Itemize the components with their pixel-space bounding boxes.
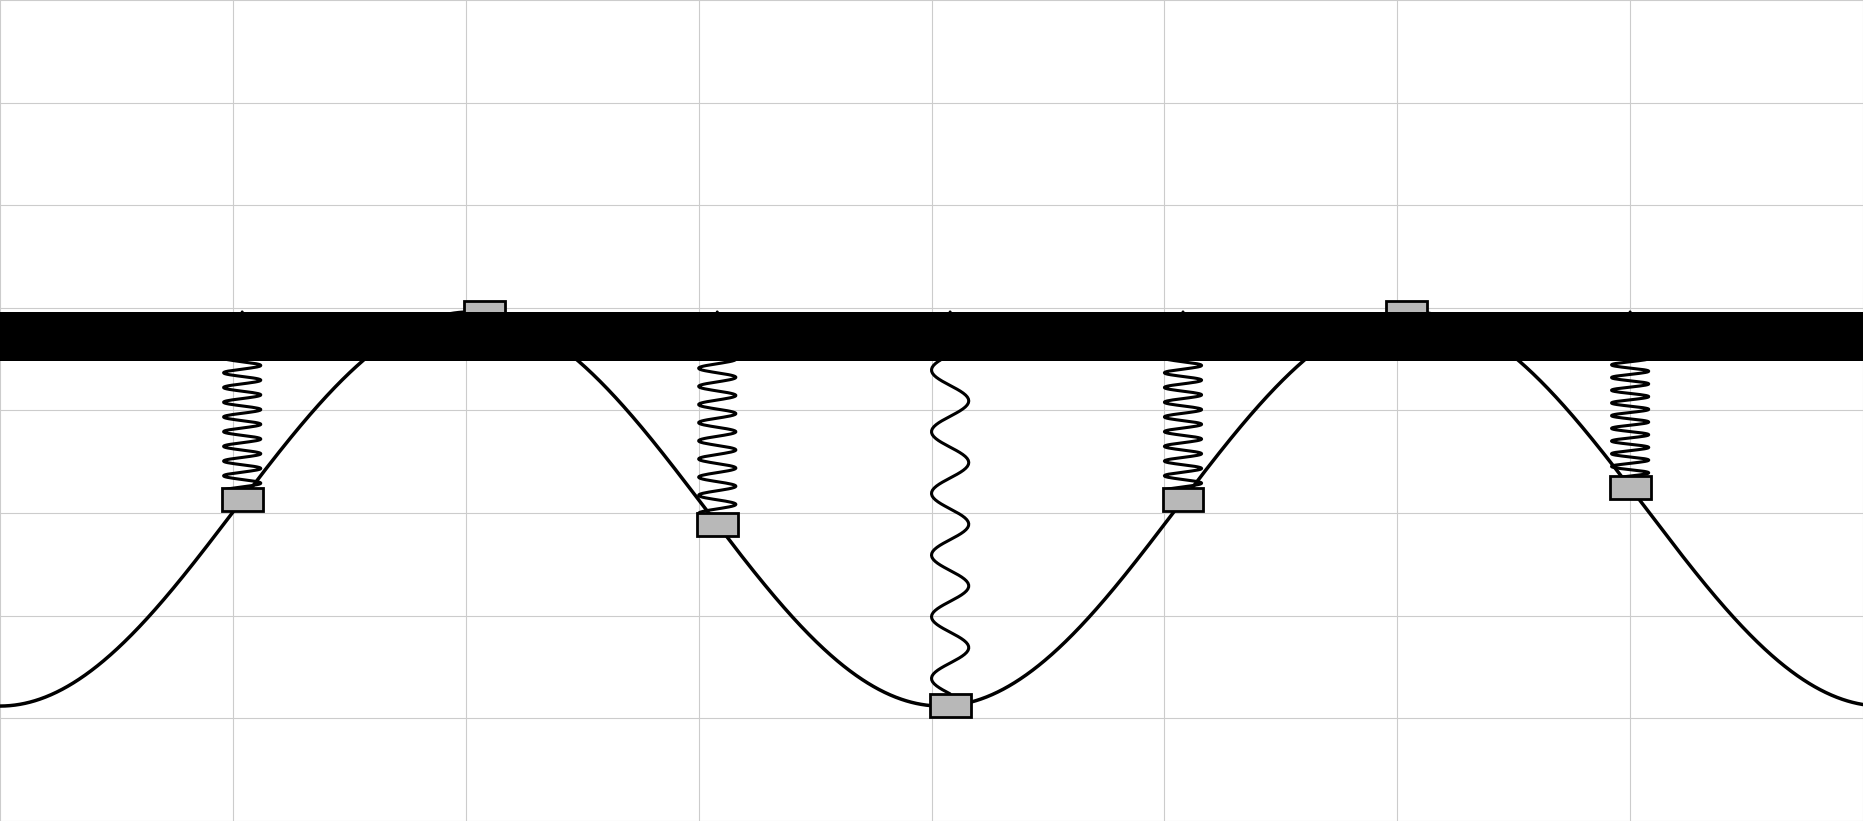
- Bar: [464, 301, 505, 324]
- Bar: [222, 488, 263, 511]
- Bar: [1163, 488, 1203, 511]
- Bar: [0, 312, 1863, 361]
- Bar: [930, 695, 971, 718]
- Bar: [1386, 300, 1427, 323]
- Bar: [697, 513, 738, 536]
- Bar: [1610, 476, 1651, 499]
